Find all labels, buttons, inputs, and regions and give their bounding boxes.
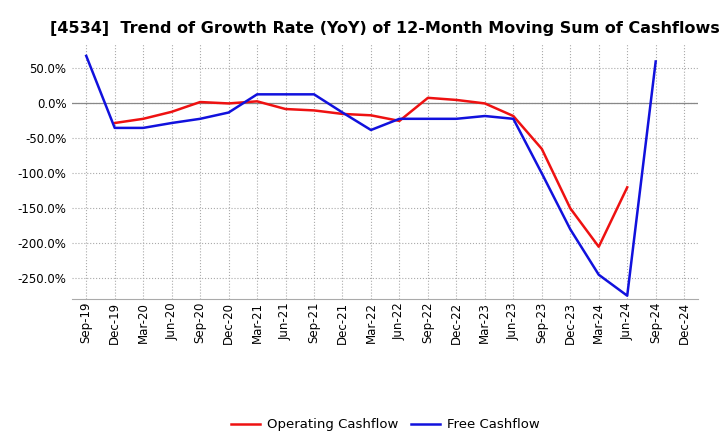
Operating Cashflow [480,101,489,106]
Operating Cashflow [623,185,631,190]
Operating Cashflow [310,108,318,113]
Operating Cashflow [566,205,575,211]
Operating Cashflow [282,106,290,112]
Free Cashflow [423,116,432,121]
Free Cashflow [167,121,176,126]
Free Cashflow [595,272,603,277]
Free Cashflow [623,293,631,298]
Free Cashflow [253,92,261,97]
Operating Cashflow [423,95,432,100]
Free Cashflow [82,53,91,59]
Free Cashflow [310,92,318,97]
Free Cashflow [110,125,119,131]
Line: Free Cashflow: Free Cashflow [86,56,656,296]
Free Cashflow [395,116,404,121]
Free Cashflow [537,171,546,176]
Free Cashflow [225,110,233,115]
Operating Cashflow [110,121,119,126]
Operating Cashflow [196,99,204,105]
Free Cashflow [282,92,290,97]
Title: [4534]  Trend of Growth Rate (YoY) of 12-Month Moving Sum of Cashflows: [4534] Trend of Growth Rate (YoY) of 12-… [50,21,720,36]
Operating Cashflow [253,99,261,104]
Free Cashflow [366,127,375,132]
Free Cashflow [652,59,660,64]
Free Cashflow [196,116,204,121]
Free Cashflow [480,114,489,119]
Operating Cashflow [452,97,461,103]
Free Cashflow [509,116,518,121]
Operating Cashflow [225,101,233,106]
Free Cashflow [452,116,461,121]
Operating Cashflow [338,111,347,117]
Free Cashflow [566,227,575,232]
Operating Cashflow [509,114,518,119]
Operating Cashflow [595,244,603,249]
Free Cashflow [139,125,148,131]
Free Cashflow [338,110,347,115]
Line: Operating Cashflow: Operating Cashflow [114,98,627,247]
Legend: Operating Cashflow, Free Cashflow: Operating Cashflow, Free Cashflow [225,413,545,436]
Operating Cashflow [537,146,546,151]
Operating Cashflow [395,118,404,124]
Operating Cashflow [139,116,148,121]
Operating Cashflow [167,109,176,114]
Operating Cashflow [366,113,375,118]
